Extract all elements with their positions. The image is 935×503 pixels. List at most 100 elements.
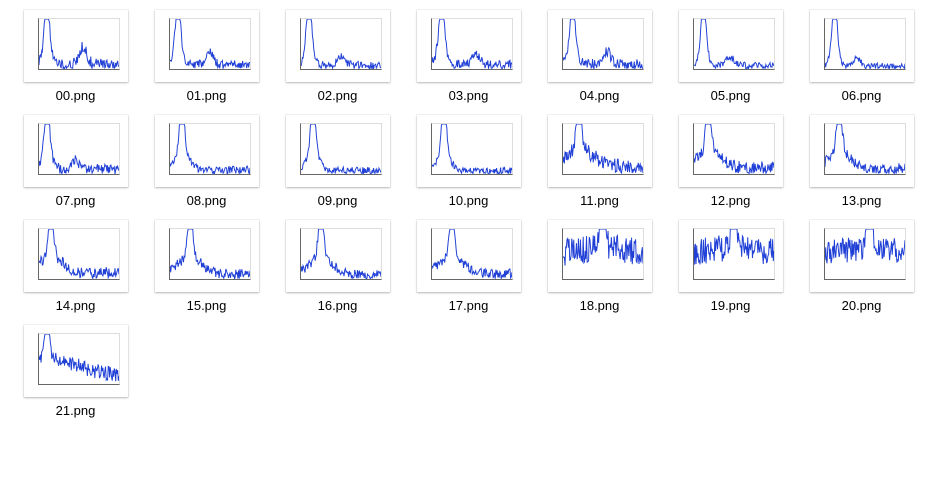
spectrum-plot bbox=[825, 124, 905, 174]
file-item[interactable]: 13.png bbox=[796, 115, 927, 208]
file-item[interactable]: 00.png bbox=[10, 10, 141, 103]
file-item[interactable]: 17.png bbox=[403, 220, 534, 313]
spectrum-plot bbox=[694, 229, 774, 279]
thumbnail bbox=[159, 224, 255, 288]
spectrum-line bbox=[825, 19, 905, 69]
spectrum-line bbox=[39, 334, 119, 381]
file-name-label: 19.png bbox=[711, 298, 751, 313]
file-name-label: 08.png bbox=[187, 193, 227, 208]
file-item[interactable]: 02.png bbox=[272, 10, 403, 103]
thumbnail bbox=[814, 119, 910, 183]
thumbnail-border bbox=[679, 220, 783, 292]
spectrum-line bbox=[825, 124, 905, 174]
plot-axes bbox=[562, 228, 644, 280]
file-item[interactable]: 19.png bbox=[665, 220, 796, 313]
spectrum-plot bbox=[825, 229, 905, 279]
thumbnail-border bbox=[286, 115, 390, 187]
spectrum-line bbox=[39, 229, 119, 279]
thumbnail-border bbox=[679, 10, 783, 82]
spectrum-line bbox=[432, 124, 512, 174]
spectrum-plot bbox=[301, 124, 381, 174]
file-item[interactable]: 10.png bbox=[403, 115, 534, 208]
thumbnail-border bbox=[548, 10, 652, 82]
spectrum-line bbox=[694, 19, 774, 69]
plot-axes bbox=[169, 123, 251, 175]
file-name-label: 09.png bbox=[318, 193, 358, 208]
thumbnail bbox=[421, 224, 517, 288]
thumbnail-border bbox=[24, 220, 128, 292]
thumbnail bbox=[683, 14, 779, 78]
spectrum-plot bbox=[563, 229, 643, 279]
plot-axes bbox=[169, 228, 251, 280]
plot-axes bbox=[431, 18, 513, 70]
thumbnail bbox=[159, 119, 255, 183]
thumbnail-border bbox=[810, 115, 914, 187]
file-item[interactable]: 01.png bbox=[141, 10, 272, 103]
file-item[interactable]: 14.png bbox=[10, 220, 141, 313]
thumbnail bbox=[290, 14, 386, 78]
file-name-label: 18.png bbox=[580, 298, 620, 313]
thumbnail bbox=[552, 14, 648, 78]
plot-axes bbox=[38, 18, 120, 70]
spectrum-line bbox=[563, 19, 643, 69]
file-name-label: 01.png bbox=[187, 88, 227, 103]
thumbnail bbox=[28, 14, 124, 78]
thumbnail bbox=[28, 119, 124, 183]
spectrum-line bbox=[694, 229, 774, 265]
file-item[interactable]: 06.png bbox=[796, 10, 927, 103]
file-item[interactable]: 12.png bbox=[665, 115, 796, 208]
file-item[interactable]: 09.png bbox=[272, 115, 403, 208]
spectrum-plot bbox=[825, 19, 905, 69]
spectrum-plot bbox=[563, 124, 643, 174]
file-name-label: 02.png bbox=[318, 88, 358, 103]
spectrum-line bbox=[432, 229, 512, 279]
file-item[interactable]: 15.png bbox=[141, 220, 272, 313]
file-item[interactable]: 04.png bbox=[534, 10, 665, 103]
thumbnail bbox=[421, 119, 517, 183]
spectrum-line bbox=[301, 124, 381, 174]
thumbnail bbox=[290, 119, 386, 183]
thumbnail bbox=[683, 119, 779, 183]
spectrum-plot bbox=[170, 229, 250, 279]
spectrum-line bbox=[170, 124, 250, 174]
plot-axes bbox=[693, 18, 775, 70]
spectrum-line bbox=[432, 19, 512, 69]
file-item[interactable]: 16.png bbox=[272, 220, 403, 313]
plot-axes bbox=[824, 228, 906, 280]
file-item[interactable]: 05.png bbox=[665, 10, 796, 103]
plot-axes bbox=[693, 123, 775, 175]
thumbnail-border bbox=[548, 115, 652, 187]
spectrum-plot bbox=[39, 334, 119, 384]
thumbnail bbox=[290, 224, 386, 288]
thumbnail bbox=[421, 14, 517, 78]
plot-axes bbox=[300, 228, 382, 280]
spectrum-plot bbox=[301, 229, 381, 279]
plot-axes bbox=[38, 228, 120, 280]
spectrum-line bbox=[170, 229, 250, 279]
spectrum-plot bbox=[39, 124, 119, 174]
file-item[interactable]: 21.png bbox=[10, 325, 141, 418]
spectrum-plot bbox=[432, 124, 512, 174]
spectrum-plot bbox=[563, 19, 643, 69]
spectrum-plot bbox=[301, 19, 381, 69]
file-name-label: 14.png bbox=[56, 298, 96, 313]
spectrum-line bbox=[563, 124, 643, 173]
plot-axes bbox=[562, 123, 644, 175]
file-item[interactable]: 07.png bbox=[10, 115, 141, 208]
spectrum-plot bbox=[170, 124, 250, 174]
plot-axes bbox=[300, 18, 382, 70]
file-item[interactable]: 03.png bbox=[403, 10, 534, 103]
thumbnail bbox=[159, 14, 255, 78]
file-item[interactable]: 20.png bbox=[796, 220, 927, 313]
file-item[interactable]: 11.png bbox=[534, 115, 665, 208]
file-name-label: 13.png bbox=[842, 193, 882, 208]
plot-axes bbox=[300, 123, 382, 175]
plot-axes bbox=[38, 333, 120, 385]
file-item[interactable]: 18.png bbox=[534, 220, 665, 313]
thumbnail-border bbox=[286, 220, 390, 292]
spectrum-plot bbox=[694, 19, 774, 69]
spectrum-line bbox=[563, 229, 643, 266]
plot-axes bbox=[169, 18, 251, 70]
thumbnail-border bbox=[24, 325, 128, 397]
file-item[interactable]: 08.png bbox=[141, 115, 272, 208]
